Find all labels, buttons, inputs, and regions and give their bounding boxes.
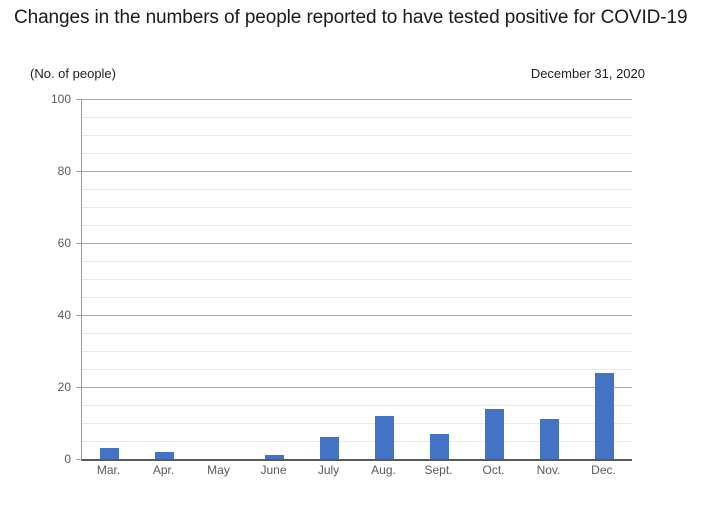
x-axis-label-nov: Nov. xyxy=(536,463,561,477)
plot-area xyxy=(76,99,632,461)
y-axis-tick xyxy=(76,243,82,244)
x-axis-label-mar: Mar. xyxy=(96,463,121,477)
y-axis-tick-label: 0 xyxy=(64,452,71,466)
y-axis-tick-label: 100 xyxy=(50,92,71,106)
x-axis-label-oct: Oct. xyxy=(482,463,505,477)
bar-july xyxy=(320,437,339,459)
bar-apr xyxy=(155,451,174,459)
major-gridline xyxy=(82,243,632,244)
minor-gridline xyxy=(82,369,632,370)
x-axis-label-july: July xyxy=(317,463,340,477)
y-axis-tick xyxy=(76,99,82,100)
x-axis-label-aug: Aug. xyxy=(371,463,396,477)
y-axis-tick xyxy=(76,459,82,460)
major-gridline xyxy=(82,315,632,316)
major-gridline xyxy=(82,99,632,100)
x-axis-label-may: May xyxy=(207,463,230,477)
y-axis-unit-label: (No. of people) xyxy=(30,66,116,81)
minor-gridline xyxy=(82,117,632,118)
y-axis-tick xyxy=(76,315,82,316)
major-gridline xyxy=(82,171,632,172)
bar-nov xyxy=(540,419,559,459)
x-axis-label-apr: Apr. xyxy=(152,463,175,477)
bar-sept xyxy=(430,433,449,459)
minor-gridline xyxy=(82,441,632,442)
minor-gridline xyxy=(82,423,632,424)
minor-gridline xyxy=(82,405,632,406)
bar-mar xyxy=(100,448,119,459)
minor-gridline xyxy=(82,135,632,136)
x-axis-label-dec: Dec. xyxy=(591,463,616,477)
as-of-date-label: December 31, 2020 xyxy=(530,66,645,81)
chart-title: Changes in the numbers of people reporte… xyxy=(14,7,688,28)
minor-gridline xyxy=(82,333,632,334)
minor-gridline xyxy=(82,153,632,154)
major-gridline xyxy=(82,387,632,388)
minor-gridline xyxy=(82,261,632,262)
minor-gridline xyxy=(82,207,632,208)
minor-gridline xyxy=(82,279,632,280)
x-axis-label-june: June xyxy=(260,463,287,477)
bar-oct xyxy=(485,408,504,459)
y-axis-tick xyxy=(76,171,82,172)
bar-aug xyxy=(375,415,394,459)
minor-gridline xyxy=(82,297,632,298)
x-axis-label-sept: Sept. xyxy=(424,463,453,477)
y-axis-tick-label: 20 xyxy=(57,380,71,394)
y-axis-tick-label: 40 xyxy=(57,308,71,322)
y-axis-tick xyxy=(76,387,82,388)
minor-gridline xyxy=(82,225,632,226)
bar-dec xyxy=(595,372,614,459)
y-axis-tick-label: 60 xyxy=(57,236,71,250)
bar-june xyxy=(265,455,284,459)
minor-gridline xyxy=(82,189,632,190)
minor-gridline xyxy=(82,351,632,352)
y-axis-tick-label: 80 xyxy=(57,164,71,178)
